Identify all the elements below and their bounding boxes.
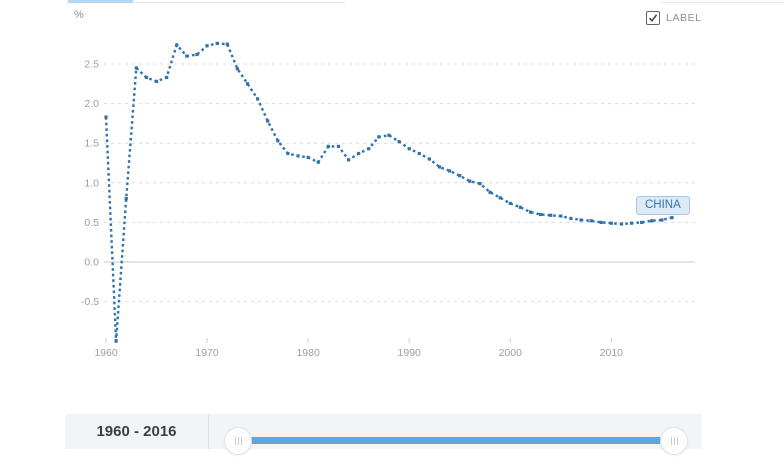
data-point (437, 165, 442, 169)
data-point (245, 82, 250, 86)
data-point (225, 42, 229, 46)
y-axis-tick-label: 2.0 (84, 98, 99, 110)
data-point (488, 190, 492, 194)
data-point (195, 52, 199, 57)
data-point (417, 151, 421, 156)
data-point (215, 41, 219, 46)
active-tab-indicator (68, 0, 133, 3)
label-checkbox[interactable]: LABEL (646, 11, 702, 25)
data-point (266, 119, 270, 123)
data-point (579, 218, 583, 222)
data-point (599, 220, 603, 224)
data-point (134, 66, 138, 70)
x-axis-tick-label: 1990 (398, 347, 422, 359)
data-point (407, 147, 411, 151)
y-axis-tick-label: 2.5 (84, 59, 99, 71)
data-point (114, 339, 118, 343)
data-point (367, 147, 371, 151)
x-axis-tick-label: 2000 (499, 347, 523, 359)
time-range-label: 1960 - 2016 (96, 423, 177, 440)
data-point (154, 79, 159, 84)
data-point (650, 219, 654, 223)
data-point (185, 54, 189, 58)
checkbox-checked-icon[interactable] (646, 11, 660, 25)
data-point (448, 169, 452, 173)
data-point (397, 140, 401, 144)
data-point (235, 67, 239, 71)
data-point (670, 216, 674, 220)
series-line-china (104, 42, 673, 342)
slider-handle-left[interactable] (224, 427, 252, 455)
x-axis-tick-label: 1970 (195, 347, 219, 359)
data-point (124, 197, 128, 201)
data-point (346, 158, 351, 162)
y-axis-tick-label: 1.0 (84, 177, 99, 189)
data-point (458, 174, 462, 178)
data-point (387, 133, 391, 137)
data-point (175, 43, 179, 47)
data-point (619, 222, 624, 226)
data-point (609, 221, 613, 225)
line-chart-plot-area: 2.5 2.0 1.5 1.0 0.5 0.0 -0.5 1960 1970 1980 1990 20… (81, 41, 695, 359)
data-point (205, 44, 209, 48)
series-label-china: CHINA (636, 196, 690, 215)
x-axis-tick-label: 2010 (600, 347, 624, 359)
x-axis-tick-label: 1980 (296, 347, 320, 359)
y-axis-tick-label: -0.5 (81, 296, 99, 308)
data-point (276, 139, 280, 143)
label-checkbox-text: LABEL (666, 12, 702, 24)
y-axis-tick-label: 0.5 (84, 217, 99, 229)
panel-divider (208, 414, 209, 449)
data-point (508, 201, 512, 205)
y-axis-tick-label: 1.5 (84, 138, 99, 150)
data-point (357, 151, 361, 156)
y-axis-unit-label: % (74, 9, 84, 21)
data-point (498, 196, 502, 200)
data-point (518, 205, 522, 209)
data-point (144, 75, 149, 80)
data-point (377, 135, 381, 139)
data-point (629, 221, 634, 225)
data-point (549, 213, 553, 217)
tab-strip-border (133, 2, 345, 3)
data-point (296, 154, 300, 158)
data-point (468, 179, 472, 183)
data-point (326, 144, 330, 148)
data-point (589, 219, 593, 223)
data-point (478, 181, 482, 186)
data-point (256, 97, 260, 101)
data-point (660, 218, 664, 222)
data-point (640, 220, 644, 224)
data-point (528, 210, 533, 214)
data-point (104, 115, 108, 119)
x-axis-tick-label: 1960 (94, 347, 118, 359)
data-point (165, 75, 169, 80)
data-point (306, 155, 310, 160)
data-point (559, 214, 563, 218)
data-point (336, 144, 341, 148)
data-point (427, 157, 432, 161)
data-point (539, 212, 543, 217)
y-axis-tick-label: 0.0 (84, 257, 99, 269)
data-point (286, 151, 290, 156)
data-point (569, 216, 573, 221)
data-point (316, 160, 320, 164)
tab-strip-border-right (661, 2, 784, 3)
slider-track[interactable] (240, 437, 672, 444)
slider-handle-right[interactable] (660, 427, 688, 455)
